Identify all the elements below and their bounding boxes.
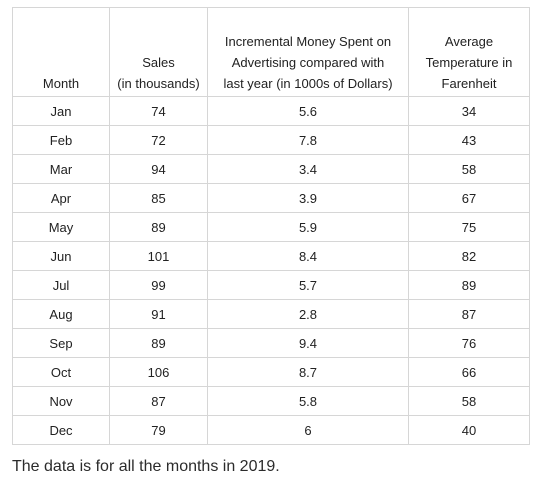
cell-sales: 72 <box>109 125 208 155</box>
cell-sales: 74 <box>109 96 208 126</box>
table-row: Sep 89 9.4 76 <box>12 328 530 358</box>
cell-sales: 79 <box>109 415 208 445</box>
cell-sales: 89 <box>109 212 208 242</box>
header-sales: Sales (in thousands) <box>109 7 208 97</box>
cell-sales: 91 <box>109 299 208 329</box>
table-row: Apr 85 3.9 67 <box>12 183 530 213</box>
table-row: Oct 106 8.7 66 <box>12 357 530 387</box>
caption-text: The data is for all the months in 2019. <box>12 458 280 475</box>
header-row: Month Sales (in thousands) Incremental M… <box>12 7 530 97</box>
header-line: Sales <box>142 55 175 70</box>
table-row: May 89 5.9 75 <box>12 212 530 242</box>
cell-sales: 87 <box>109 386 208 416</box>
cell-sales: 106 <box>109 357 208 387</box>
table-row: Feb 72 7.8 43 <box>12 125 530 155</box>
header-line: last year (in 1000s of Dollars) <box>223 76 393 91</box>
cell-month: Apr <box>12 183 110 213</box>
header-line: Temperature in <box>425 55 513 70</box>
header-line: Month <box>42 76 80 91</box>
cell-temperature: 67 <box>408 183 530 213</box>
cell-sales: 101 <box>109 241 208 271</box>
cell-month: Nov <box>12 386 110 416</box>
table-row: Jan 74 5.6 34 <box>12 96 530 126</box>
table-row: Mar 94 3.4 58 <box>12 154 530 184</box>
cell-temperature: 89 <box>408 270 530 300</box>
cell-temperature: 87 <box>408 299 530 329</box>
cell-month: Jul <box>12 270 110 300</box>
table-row: Jul 99 5.7 89 <box>12 270 530 300</box>
table-row: Nov 87 5.8 58 <box>12 386 530 416</box>
cell-temperature: 75 <box>408 212 530 242</box>
cell-sales: 94 <box>109 154 208 184</box>
cell-month: Jan <box>12 96 110 126</box>
table-body: Jan 74 5.6 34 Feb 72 7.8 43 Mar 94 3.4 58 Apr 85 3.9 67… <box>12 96 530 445</box>
table-row: Aug 91 2.8 87 <box>12 299 530 329</box>
header-line: Incremental Money Spent on <box>224 34 392 49</box>
cell-advertising: 5.8 <box>207 386 409 416</box>
data-table: Month Sales (in thousands) Incremental M… <box>12 7 530 445</box>
cell-advertising: 7.8 <box>207 125 409 155</box>
cell-advertising: 5.6 <box>207 96 409 126</box>
table-row: Jun 101 8.4 82 <box>12 241 530 271</box>
cell-month: Aug <box>12 299 110 329</box>
cell-month: May <box>12 212 110 242</box>
cell-advertising: 8.7 <box>207 357 409 387</box>
cell-month: Feb <box>12 125 110 155</box>
cell-temperature: 58 <box>408 154 530 184</box>
cell-temperature: 43 <box>408 125 530 155</box>
cell-month: Mar <box>12 154 110 184</box>
header-line: Advertising compared with <box>231 55 385 70</box>
header-line: (in thousands) <box>117 76 200 91</box>
header-line: Farenheit <box>441 76 497 91</box>
cell-temperature: 76 <box>408 328 530 358</box>
header-line: Average <box>444 34 494 49</box>
cell-month: Jun <box>12 241 110 271</box>
header-month: Month <box>12 7 110 97</box>
cell-sales: 89 <box>109 328 208 358</box>
cell-advertising: 3.9 <box>207 183 409 213</box>
header-temperature: Average Temperature in Farenheit <box>408 7 530 97</box>
cell-temperature: 66 <box>408 357 530 387</box>
cell-advertising: 9.4 <box>207 328 409 358</box>
cell-advertising: 5.9 <box>207 212 409 242</box>
cell-advertising: 8.4 <box>207 241 409 271</box>
cell-month: Sep <box>12 328 110 358</box>
cell-advertising: 6 <box>207 415 409 445</box>
cell-month: Oct <box>12 357 110 387</box>
cell-temperature: 82 <box>408 241 530 271</box>
cell-temperature: 40 <box>408 415 530 445</box>
table-row: Dec 79 6 40 <box>12 415 530 445</box>
cell-sales: 85 <box>109 183 208 213</box>
cell-month: Dec <box>12 415 110 445</box>
cell-advertising: 3.4 <box>207 154 409 184</box>
cell-advertising: 5.7 <box>207 270 409 300</box>
cell-advertising: 2.8 <box>207 299 409 329</box>
cell-temperature: 58 <box>408 386 530 416</box>
cell-temperature: 34 <box>408 96 530 126</box>
header-advertising: Incremental Money Spent on Advertising c… <box>207 7 409 97</box>
cell-sales: 99 <box>109 270 208 300</box>
